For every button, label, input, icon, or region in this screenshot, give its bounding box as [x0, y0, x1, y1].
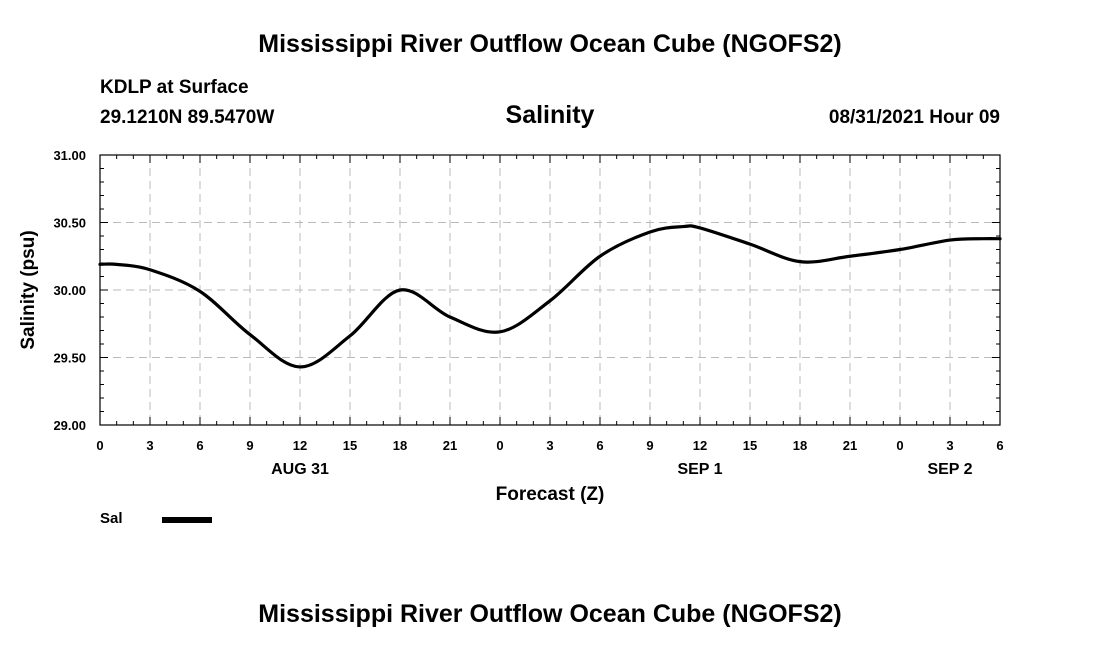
- station-coordinates: 29.1210N 89.5470W: [100, 107, 275, 128]
- y-tick-label: 29.00: [53, 418, 86, 433]
- x-tick-label: 6: [196, 438, 203, 453]
- x-date-label: SEP 2: [927, 461, 972, 478]
- y-tick-label: 30.00: [53, 283, 86, 298]
- x-tick-label: 15: [343, 438, 357, 453]
- chart-title: Mississippi River Outflow Ocean Cube (NG…: [258, 30, 842, 58]
- y-tick-label: 30.50: [53, 216, 86, 231]
- x-axis-label: Forecast (Z): [496, 484, 605, 505]
- forecast-datetime: 08/31/2021 Hour 09: [828, 107, 1000, 128]
- variable-title: Salinity: [505, 101, 595, 129]
- plot-frame: [99, 154, 1001, 426]
- footer-title: Mississippi River Outflow Ocean Cube (NG…: [258, 600, 842, 628]
- y-tick-label: 31.00: [53, 148, 86, 163]
- x-date-label: SEP 1: [677, 461, 722, 478]
- x-tick-label: 9: [646, 438, 653, 453]
- y-axis-label: Salinity (psu): [18, 230, 39, 349]
- x-tick-label: 21: [843, 438, 857, 453]
- legend-label: Sal: [100, 510, 123, 527]
- x-tick-label: 6: [996, 438, 1003, 453]
- x-date-label: AUG 31: [271, 461, 329, 478]
- station-label: KDLP at Surface: [100, 77, 249, 98]
- x-tick-label: 3: [146, 438, 153, 453]
- x-tick-label: 12: [293, 438, 307, 453]
- x-tick-label: 12: [693, 438, 707, 453]
- x-tick-label: 0: [96, 438, 103, 453]
- x-tick-label: 15: [743, 438, 757, 453]
- x-tick-label: 21: [443, 438, 457, 453]
- legend-swatch: [162, 517, 212, 523]
- x-tick-label: 0: [496, 438, 503, 453]
- x-tick-label: 18: [393, 438, 407, 453]
- x-tick-label: 6: [596, 438, 603, 453]
- y-tick-label: 29.50: [53, 351, 86, 366]
- x-tick-label: 3: [946, 438, 953, 453]
- x-tick-label: 0: [896, 438, 903, 453]
- series-line-sal: [98, 224, 1002, 369]
- x-tick-label: 9: [246, 438, 253, 453]
- x-tick-label: 3: [546, 438, 553, 453]
- x-tick-label: 18: [793, 438, 807, 453]
